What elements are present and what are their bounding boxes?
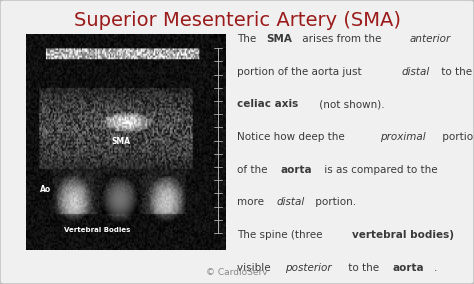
Text: to the: to the xyxy=(438,67,473,77)
Text: arises from the: arises from the xyxy=(300,34,385,44)
Text: vertebral bodies): vertebral bodies) xyxy=(352,230,454,240)
Text: of the: of the xyxy=(237,165,271,175)
Text: portion: portion xyxy=(439,132,474,142)
Text: anterior: anterior xyxy=(410,34,451,44)
Text: .: . xyxy=(434,263,437,273)
Text: Notice how deep the: Notice how deep the xyxy=(237,132,348,142)
Text: portion.: portion. xyxy=(312,197,356,207)
Text: SMA: SMA xyxy=(266,34,292,44)
Text: posterior: posterior xyxy=(284,263,331,273)
Text: is as compared to the: is as compared to the xyxy=(321,165,438,175)
Text: portion of the aorta just: portion of the aorta just xyxy=(237,67,365,77)
Text: proximal: proximal xyxy=(380,132,426,142)
Text: (not shown).: (not shown). xyxy=(316,99,385,109)
Text: celiac axis: celiac axis xyxy=(237,99,298,109)
Text: visible: visible xyxy=(237,263,274,273)
Text: to the: to the xyxy=(345,263,382,273)
Text: SMA: SMA xyxy=(111,137,130,147)
Text: Superior Mesenteric Artery (SMA): Superior Mesenteric Artery (SMA) xyxy=(73,11,401,30)
Text: © CardioServ: © CardioServ xyxy=(206,268,268,277)
Text: distal: distal xyxy=(402,67,430,77)
Text: Vertebral Bodies: Vertebral Bodies xyxy=(64,227,130,233)
Text: The spine (three: The spine (three xyxy=(237,230,326,240)
Bar xyxy=(26,34,225,250)
Text: Ao: Ao xyxy=(40,185,52,194)
Text: aorta: aorta xyxy=(393,263,425,273)
Text: distal: distal xyxy=(276,197,304,207)
Text: aorta: aorta xyxy=(281,165,312,175)
Text: The: The xyxy=(237,34,259,44)
Text: more: more xyxy=(237,197,267,207)
